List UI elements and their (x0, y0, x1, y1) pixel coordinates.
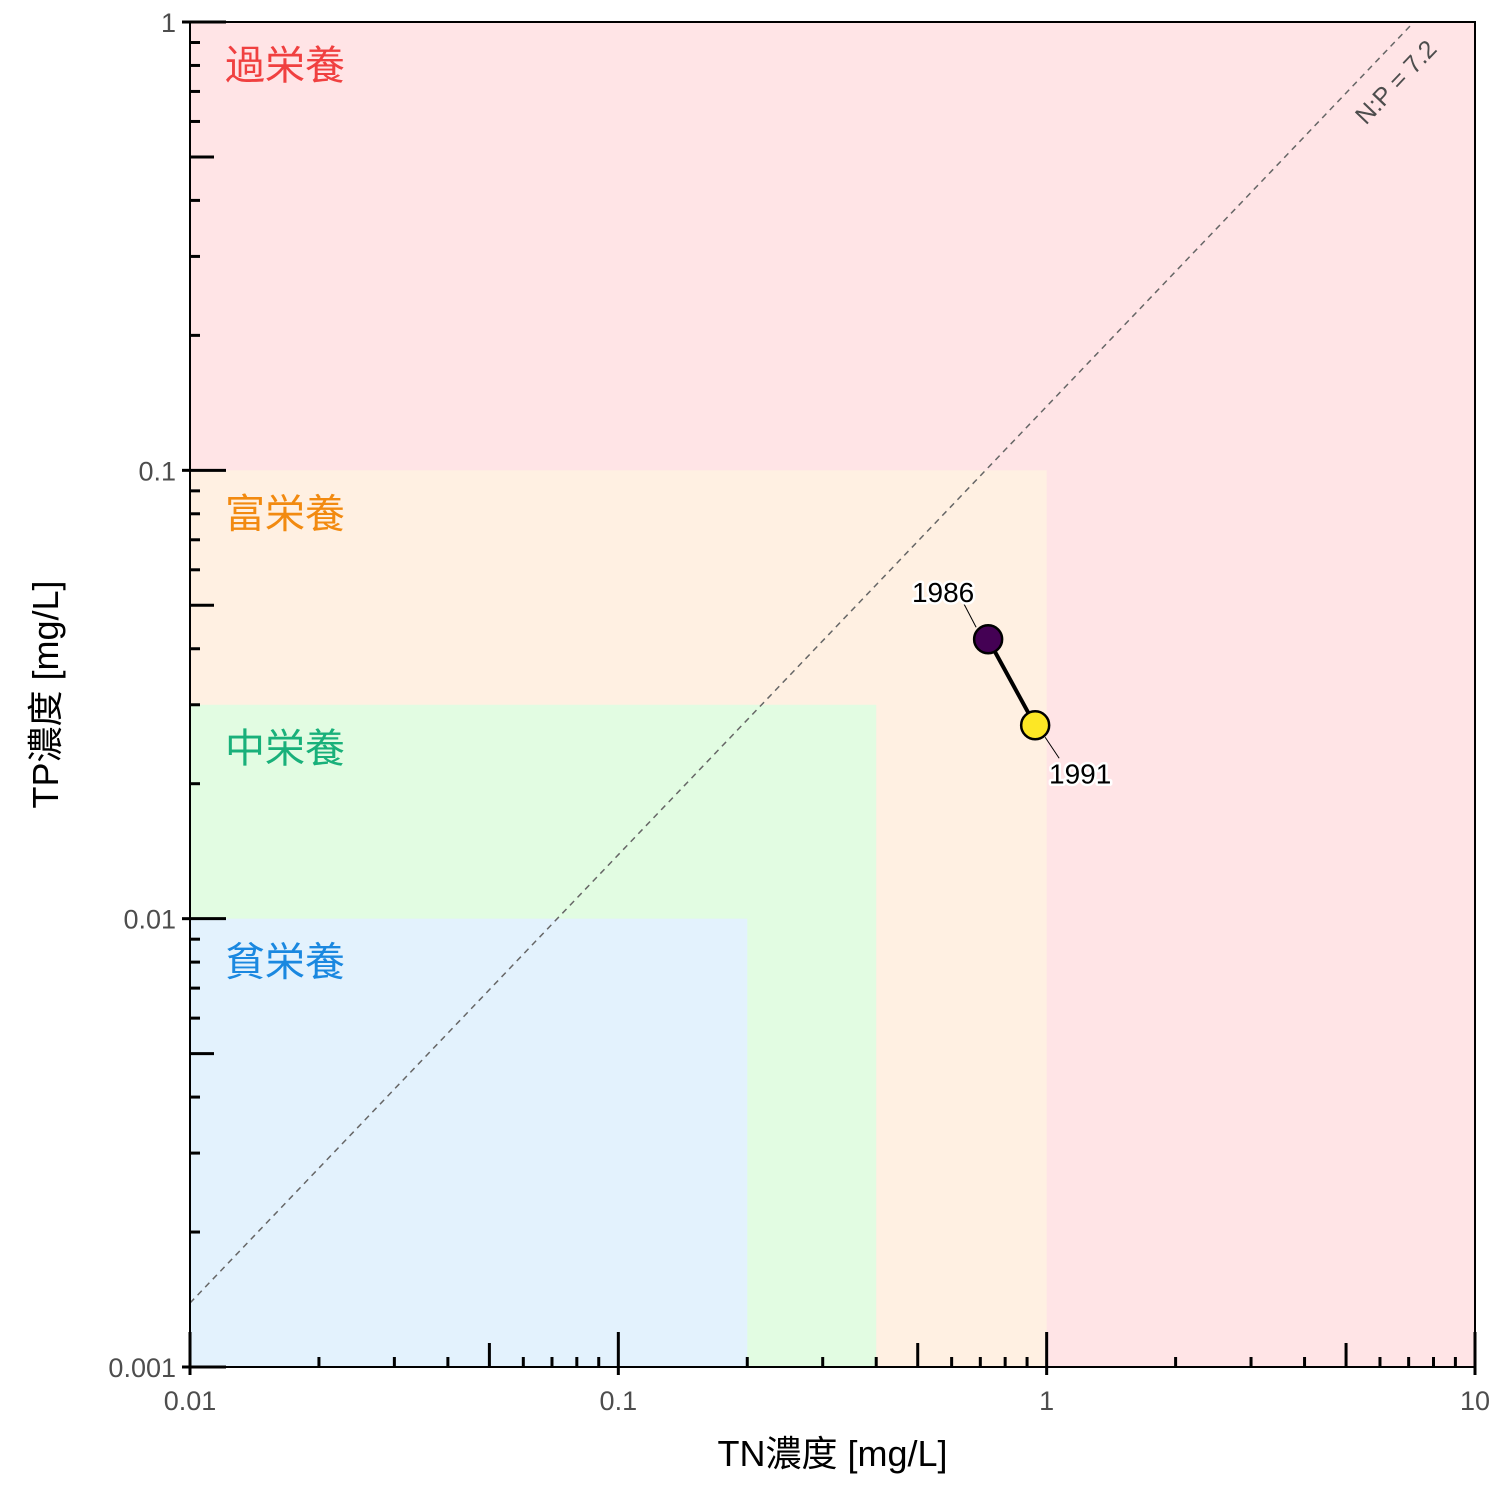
zone-3 (190, 918, 748, 1367)
plot-border (189, 21, 1476, 1368)
zone-label-0: 過栄養 (225, 43, 345, 89)
x-tick-label: 0.01 (164, 1386, 217, 1416)
x-tick-label: 10 (1460, 1386, 1490, 1416)
point-1991 (1019, 710, 1051, 741)
y-tick-label: 0.01 (123, 905, 176, 935)
axis-ticks (182, 20, 1477, 1375)
y-tick-label: 0.1 (138, 456, 176, 486)
y-axis-title: TP濃度 [mg/L] (25, 580, 66, 808)
zone-label-2: 中栄養 (225, 726, 345, 772)
y-tick-label: 0.001 (108, 1353, 176, 1383)
zone-label-1: 富栄養 (225, 491, 345, 537)
y-tick-label: 1 (161, 8, 176, 38)
point-1986 (972, 623, 1004, 655)
zone-label-3: 貧栄養 (225, 940, 345, 986)
point-label-1991: 1991 (1049, 758, 1111, 789)
data-series: 1986 1991 (909, 575, 1113, 792)
np-ratio-line (189, 21, 1415, 1304)
trophic-zones (190, 22, 1475, 1367)
x-axis-title: TN濃度 [mg/L] (717, 1433, 947, 1474)
point-leader (963, 604, 977, 628)
x-tick-label: 0.1 (600, 1386, 638, 1416)
point-label-1986: 1986 (912, 577, 974, 608)
point-leader (1044, 736, 1060, 759)
series-segment (986, 638, 1037, 727)
x-tick-label: 1 (1039, 1386, 1054, 1416)
